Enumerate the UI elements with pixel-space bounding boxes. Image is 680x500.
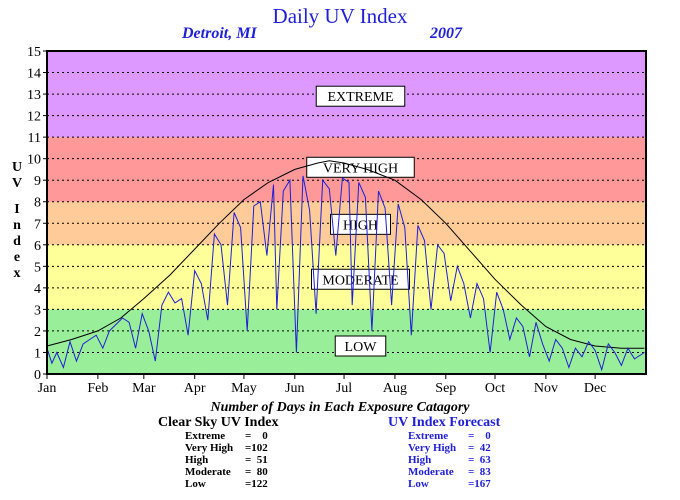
chart-title: Daily UV Index: [272, 4, 408, 28]
band-label-box: [315, 85, 406, 107]
month-label: May: [231, 381, 257, 396]
month-label: Sep: [435, 381, 456, 396]
location-label: Detroit, MI: [182, 25, 257, 42]
forecast-stats: Extreme = 0 Very High = 42 High = 63 Modera…: [408, 430, 491, 490]
month-label: Aug: [383, 381, 407, 396]
y-axis-letter: x: [13, 266, 21, 281]
y-tick-label: 10: [27, 153, 41, 168]
band-label-box: [311, 268, 410, 290]
clear-sky-stats: Extreme = 0 Very High =102 High = 51 Modera…: [185, 430, 268, 490]
y-tick-label: 6: [34, 239, 41, 254]
y-tick-label: 9: [34, 174, 41, 189]
month-label: Jun: [285, 381, 304, 396]
month-label: Jan: [38, 381, 57, 396]
stat-row: Moderate = 83: [408, 466, 491, 478]
stat-value: = 0: [245, 430, 268, 442]
month-label: Feb: [87, 381, 108, 396]
band-label: EXTREME: [327, 90, 393, 105]
stat-value: =122: [245, 478, 268, 490]
y-axis-letter: e: [13, 250, 21, 265]
forecast-line: [46, 175, 645, 372]
forecast-title: UV Index Forecast: [388, 415, 501, 430]
stat-value: =167: [468, 478, 491, 490]
band-label-box: [330, 213, 391, 235]
stat-row: Very High = 42: [408, 442, 491, 454]
y-tick-label: 8: [34, 196, 41, 211]
stat-row: Low =122: [185, 478, 268, 490]
stat-row: Extreme = 0: [408, 430, 491, 442]
clear-sky-line: [46, 160, 645, 349]
band-label: HIGH: [343, 218, 378, 233]
y-tick-label: 12: [27, 110, 41, 125]
stat-row: Moderate = 80: [185, 466, 268, 478]
stat-label: Low: [408, 478, 429, 490]
y-tick-label: 1: [34, 346, 41, 361]
stat-value: = 42: [468, 442, 491, 454]
month-label: Nov: [534, 381, 558, 396]
stat-row: High = 63: [408, 454, 491, 466]
month-label: Oct: [485, 381, 505, 396]
band-label-box: [334, 335, 387, 357]
y-tick-label: 0: [34, 368, 41, 383]
y-tick-label: 13: [27, 88, 41, 103]
stat-label: Extreme: [408, 430, 449, 442]
month-label: Apr: [184, 381, 206, 396]
stat-value: = 51: [245, 454, 268, 466]
year-label: 2007: [430, 25, 462, 42]
y-tick-label: 14: [27, 67, 41, 82]
month-label: Dec: [584, 381, 607, 396]
stat-label: Low: [185, 478, 206, 490]
stat-value: = 0: [468, 430, 491, 442]
stat-label: Moderate: [185, 466, 231, 478]
stat-value: =102: [245, 442, 268, 454]
y-tick-label: 11: [28, 131, 41, 146]
stat-value: = 83: [468, 466, 491, 478]
band-label: MODERATE: [322, 273, 398, 288]
band-label: VERY HIGH: [323, 161, 398, 176]
y-axis-letter: I: [14, 202, 20, 217]
y-axis-letter: U: [11, 160, 23, 175]
y-tick-label: 15: [27, 45, 41, 60]
stat-label: High: [408, 454, 432, 466]
month-label: Mar: [132, 381, 156, 396]
stat-row: Very High =102: [185, 442, 268, 454]
caption: Number of Days in Each Exposure Catagory: [210, 400, 470, 415]
stat-row: Low =167: [408, 478, 491, 490]
month-label: Jul: [336, 381, 352, 396]
y-tick-label: 2: [34, 325, 41, 340]
y-tick-label: 7: [34, 217, 41, 232]
y-axis-letter: n: [13, 218, 21, 233]
stat-value: = 63: [468, 454, 491, 466]
stat-row: Extreme = 0: [185, 430, 268, 442]
plot-frame: [46, 50, 647, 375]
stat-value: = 80: [245, 466, 268, 478]
clear-sky-title: Clear Sky UV Index: [158, 415, 279, 430]
stat-label: Very High: [408, 442, 457, 454]
y-axis-letter: d: [13, 234, 21, 249]
stat-label: Very High: [185, 442, 234, 454]
y-axis-label: U V I n d e x: [10, 160, 24, 282]
band-label: LOW: [345, 340, 378, 355]
y-tick-label: 5: [34, 260, 41, 275]
stat-label: High: [185, 454, 209, 466]
stat-label: Moderate: [408, 466, 454, 478]
y-tick-label: 3: [34, 303, 41, 318]
y-axis-letter: V: [11, 176, 23, 191]
y-tick-label: 4: [34, 282, 41, 297]
stat-row: High = 51: [185, 454, 268, 466]
stat-label: Extreme: [185, 430, 226, 442]
